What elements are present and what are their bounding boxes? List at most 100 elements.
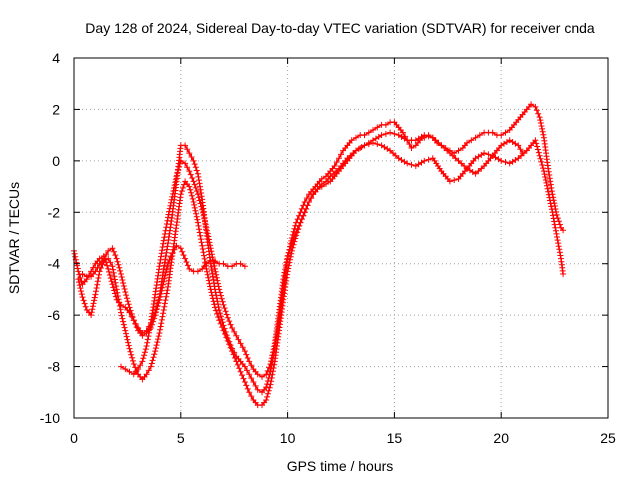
data-point — [151, 351, 158, 358]
data-point — [121, 286, 128, 292]
data-point — [190, 157, 197, 164]
data-point — [213, 274, 220, 281]
data-point — [122, 366, 129, 373]
data-point — [201, 215, 208, 222]
data-point — [171, 185, 178, 191]
data-point — [145, 333, 152, 340]
data-point — [476, 132, 483, 139]
data-point — [95, 275, 102, 281]
data-point — [188, 192, 195, 199]
data-point — [221, 331, 228, 337]
data-point — [72, 253, 79, 260]
data-point — [116, 264, 123, 271]
data-point — [533, 140, 540, 147]
data-point — [213, 271, 220, 278]
data-point — [485, 151, 492, 158]
data-point — [378, 132, 385, 139]
data-point — [79, 271, 86, 277]
data-point — [365, 129, 372, 136]
data-point — [75, 276, 82, 283]
data-point — [197, 236, 204, 243]
data-point — [157, 326, 164, 333]
data-point — [198, 239, 205, 246]
data-point — [543, 179, 550, 186]
data-point — [105, 265, 112, 272]
data-point — [149, 357, 156, 364]
data-point — [221, 305, 228, 312]
data-point — [194, 268, 201, 275]
data-point — [240, 375, 247, 382]
data-point — [161, 300, 168, 307]
series-track-d — [118, 129, 526, 380]
data-point — [539, 125, 546, 132]
data-point — [123, 292, 130, 299]
data-point — [215, 280, 221, 287]
data-point — [202, 218, 208, 225]
data-point — [212, 265, 218, 272]
y-tick-label: 4 — [52, 50, 60, 66]
data-point — [124, 298, 131, 305]
data-point — [93, 288, 99, 295]
data-point — [162, 297, 169, 304]
data-point — [263, 397, 270, 403]
data-point — [438, 142, 445, 149]
data-point — [161, 275, 168, 282]
data-point — [177, 245, 184, 252]
data-point — [231, 328, 238, 335]
data-point — [144, 339, 151, 346]
data-point — [114, 293, 121, 299]
data-point — [186, 150, 193, 157]
data-point — [126, 368, 133, 375]
data-point — [118, 363, 124, 370]
data-point — [208, 251, 215, 258]
data-point — [167, 253, 174, 260]
data-point — [404, 160, 411, 167]
data-point — [130, 317, 137, 324]
data-point — [199, 206, 206, 213]
data-point — [143, 371, 150, 378]
data-point — [259, 373, 265, 380]
data-point — [489, 129, 496, 136]
data-point — [155, 336, 161, 343]
data-point — [166, 205, 173, 212]
data-point — [110, 284, 117, 291]
data-point — [264, 393, 271, 400]
data-point — [128, 351, 135, 358]
data-point — [481, 150, 488, 157]
data-point — [78, 288, 85, 295]
data-point — [94, 281, 101, 288]
data-point — [148, 360, 155, 367]
data-point — [205, 274, 212, 281]
data-point — [270, 346, 277, 353]
data-point — [241, 379, 248, 385]
data-point — [263, 371, 270, 378]
data-point — [218, 295, 225, 302]
data-point — [76, 279, 82, 286]
data-point — [532, 137, 539, 144]
data-point — [127, 348, 134, 355]
data-point — [552, 227, 559, 234]
data-point — [165, 211, 172, 218]
data-point — [92, 268, 99, 275]
data-point — [229, 263, 236, 270]
data-point — [528, 101, 535, 108]
data-point — [99, 261, 106, 268]
plot-frame — [73, 57, 609, 419]
data-point — [208, 263, 215, 270]
data-point — [544, 182, 550, 189]
data-point — [121, 324, 128, 331]
data-point — [288, 240, 295, 247]
data-point — [461, 163, 468, 169]
data-point — [545, 168, 552, 175]
data-point — [556, 246, 563, 253]
data-point — [286, 246, 293, 253]
data-point — [91, 297, 98, 304]
data-point — [135, 366, 142, 373]
data-point — [297, 219, 304, 226]
data-point — [218, 292, 224, 299]
data-point — [303, 205, 310, 212]
data-point — [536, 114, 543, 121]
data-point — [165, 214, 171, 221]
data-point — [127, 307, 134, 314]
data-point — [264, 367, 271, 374]
